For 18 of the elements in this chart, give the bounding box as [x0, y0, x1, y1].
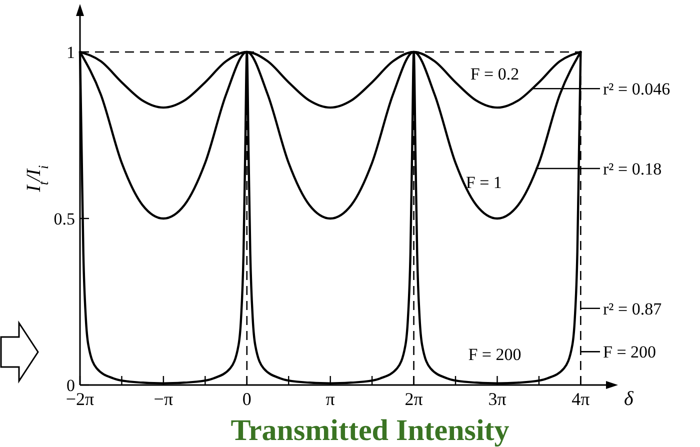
annotation: r² = 0.18 — [603, 160, 662, 179]
series-label: F = 0.2 — [470, 64, 520, 84]
x-axis-title: δ — [624, 388, 634, 410]
annotation: r² = 0.046 — [603, 80, 670, 99]
x-tick-label: 2π — [404, 389, 423, 409]
x-tick-label: 3π — [488, 389, 506, 409]
annotation: F = 200 — [603, 342, 656, 362]
text: Transmitted Intensity — [230, 414, 510, 447]
x-tick-label: 0 — [242, 389, 252, 409]
y-tick-label: 0.5 — [54, 209, 75, 228]
x-tick-label: π — [326, 389, 335, 409]
annotation: r² = 0.87 — [603, 299, 662, 318]
x-tick-label: 4π — [572, 389, 590, 409]
series-label: F = 200 — [468, 345, 522, 364]
y-tick-label: 0 — [66, 376, 75, 395]
series-label: F = 1 — [466, 172, 502, 192]
x-tick-label: −π — [154, 389, 174, 409]
y-tick-label: 1 — [66, 42, 75, 62]
